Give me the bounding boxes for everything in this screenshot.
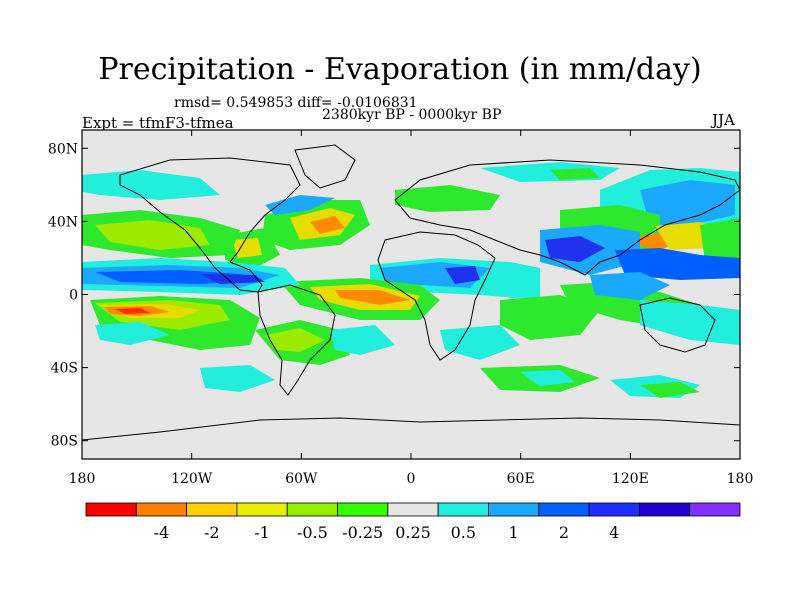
field-patch (640, 300, 740, 345)
field-patch (445, 266, 480, 284)
colorbar-swatch (538, 502, 590, 517)
season-label: JJA (712, 111, 735, 129)
field-patch (310, 216, 345, 234)
colorbar-label: -2 (204, 523, 220, 542)
lon-tick-label: 120W (171, 471, 213, 487)
field-patch (615, 248, 740, 280)
coastlines (82, 144, 740, 441)
field-patch (82, 170, 220, 200)
lon-tick-label: 120E (612, 471, 649, 487)
lat-tick-label: 0 (69, 288, 78, 304)
colorbar-swatch (488, 502, 540, 517)
field-patch (330, 325, 395, 355)
experiment-label: Expt = tfmF3-tfmea (82, 114, 234, 132)
field-patch (545, 236, 605, 262)
lon-tick-label: 60W (285, 471, 318, 487)
colorbar-swatch (588, 502, 640, 517)
colorbar-swatch (638, 502, 691, 517)
field-patch (440, 325, 520, 360)
period-label: 2380kyr BP - 0000kyr BP (322, 107, 502, 123)
field-patch (590, 272, 670, 300)
lat-tick-label: 40N (48, 214, 78, 230)
lat-tick-label: 80N (48, 141, 78, 157)
coastline-greenland (294, 144, 356, 189)
colorbar-swatch (337, 502, 389, 517)
coastline-south-america (257, 284, 336, 396)
field-patch (265, 328, 325, 352)
colorbar-label: 2 (559, 523, 569, 542)
field-patch (200, 365, 275, 392)
field-patch (395, 185, 500, 212)
lon-tick-label: 60E (507, 471, 535, 487)
field-patch (335, 290, 410, 305)
field-patch (550, 168, 600, 180)
lon-tick-label: 0 (407, 471, 416, 487)
coastline-antarctica (82, 417, 740, 441)
field-patch (95, 322, 170, 345)
lat-tick-label: 40S (51, 361, 78, 377)
colorbar-label: 0.25 (395, 523, 431, 542)
colorbar-swatch (437, 502, 489, 517)
field-patch (115, 308, 150, 314)
colorbar-swatch (387, 502, 439, 517)
colorbar-swatch (689, 502, 741, 517)
colorbar-label: 0.5 (451, 523, 476, 542)
colorbar-swatch (286, 502, 338, 517)
colorbar-swatch (85, 502, 137, 517)
coastline-africa (377, 231, 496, 361)
colorbar-label: -0.5 (297, 523, 328, 542)
colorbar-label: -0.25 (342, 523, 383, 542)
coastline-north-america (119, 157, 301, 293)
colorbar-label: -1 (254, 523, 270, 542)
field-patch (640, 180, 735, 225)
colorbar-label: 4 (609, 523, 619, 542)
field-patch (640, 382, 700, 398)
field-patch (232, 238, 262, 258)
lon-tick-label: 180 (69, 471, 96, 487)
field-patch (265, 195, 335, 215)
colorbar-swatch (236, 502, 288, 517)
coastline-australia (639, 297, 716, 353)
field-patch (200, 274, 265, 284)
colorbar-swatch (135, 502, 188, 517)
stats-label: rmsd= 0.549853 diff= -0.0106831 (174, 95, 418, 111)
colorbar (85, 502, 741, 517)
longitude-axis: 180 120W 60W 0 60E 120E 180 (69, 130, 754, 487)
coastline-europe-asia (394, 159, 740, 276)
lon-tick-label: 180 (727, 471, 754, 487)
field-patch (500, 295, 600, 340)
colorbar-label: 1 (509, 523, 519, 542)
lat-tick-label: 80S (51, 434, 78, 450)
colorbar-swatch (186, 502, 238, 517)
latitude-axis: 80N 40N 0 40S 80S (48, 141, 740, 450)
anomaly-field (82, 162, 740, 398)
field-patch (520, 370, 575, 386)
plot-title: Precipitation - Evaporation (in mm/day) (98, 52, 702, 87)
colorbar-labels: -4 -2 -1 -0.5 -0.25 0.25 0.5 1 2 4 (154, 523, 620, 542)
colorbar-label: -4 (154, 523, 170, 542)
field-patch (700, 218, 740, 262)
